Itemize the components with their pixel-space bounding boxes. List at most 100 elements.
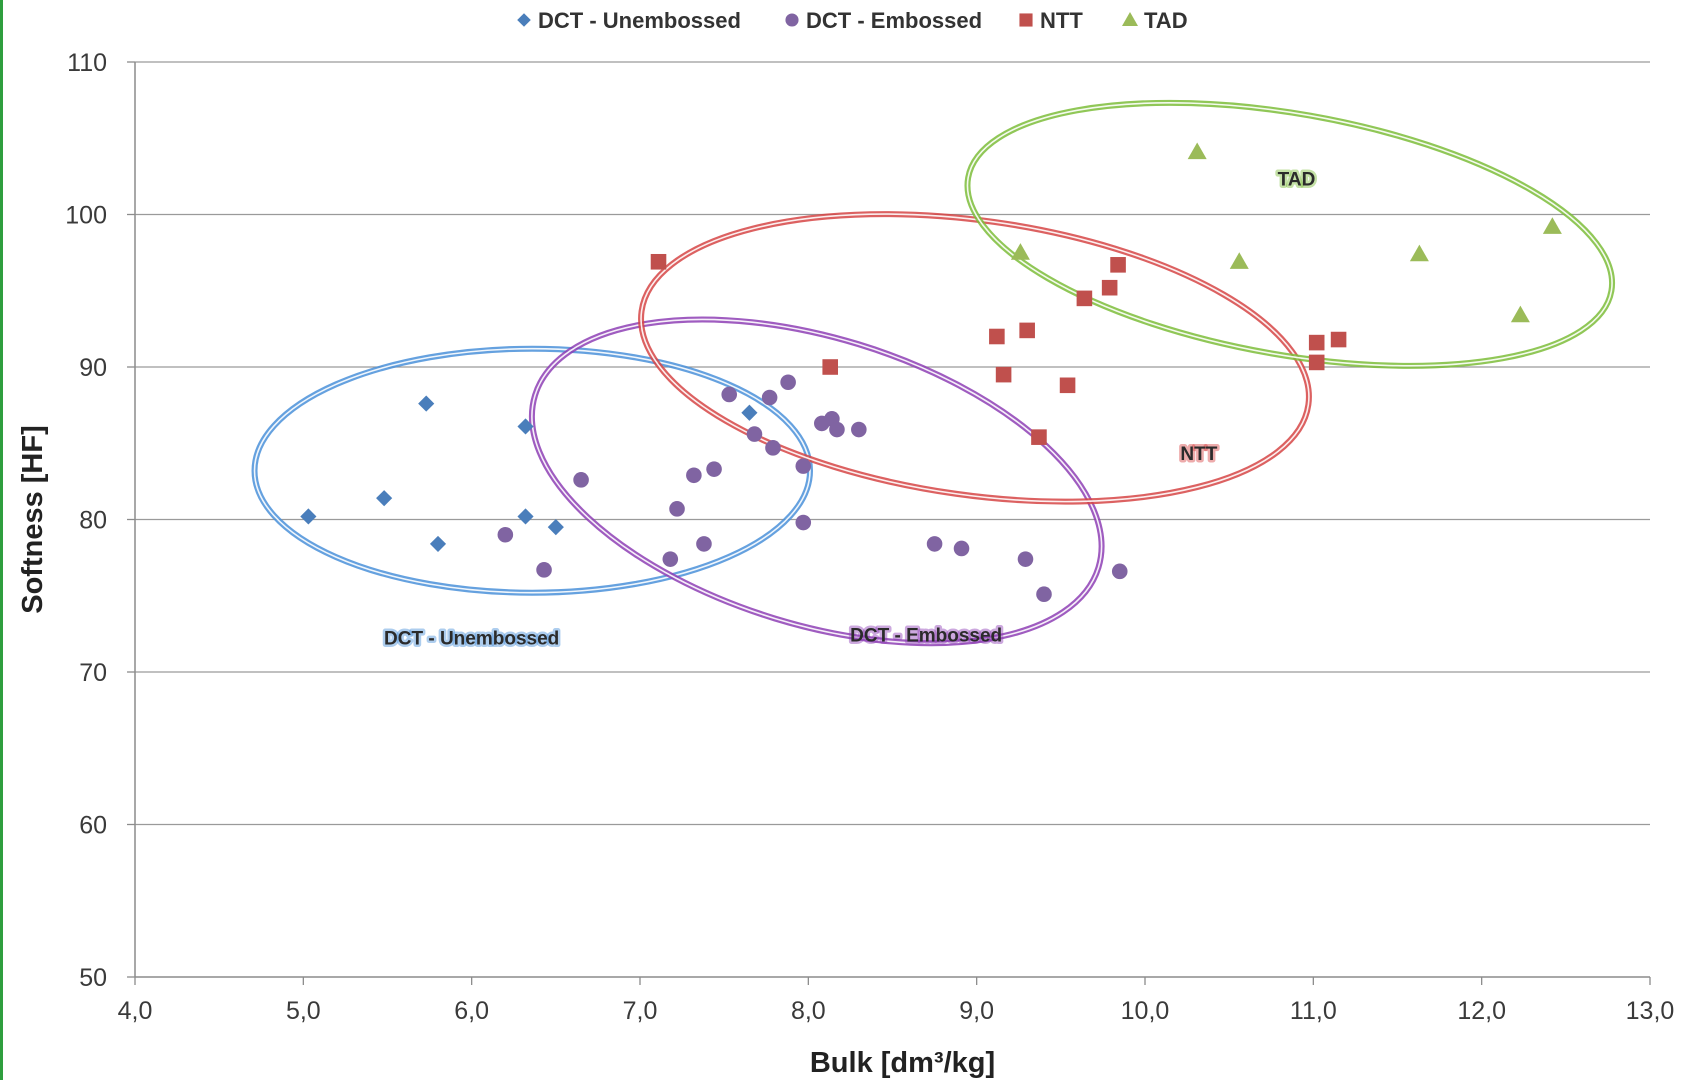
- data-point: [517, 418, 534, 435]
- data-point: [376, 490, 393, 507]
- cluster-ellipse: [251, 345, 814, 596]
- axes: 50 60 70 80 90 100 110 4,0 5,0 6,0 7,0 8,0 9,0 10,0 11…: [65, 49, 1674, 1025]
- cluster-label: NTT: [1180, 444, 1217, 465]
- y-axis-title: Softness [HF]: [17, 425, 49, 614]
- data-point: [669, 501, 685, 517]
- y-tick-label: 60: [79, 812, 107, 840]
- data-point: [1031, 429, 1047, 445]
- data-point: [706, 461, 722, 477]
- x-tick-label: 12,0: [1457, 997, 1506, 1025]
- x-tick-label: 7,0: [623, 997, 658, 1025]
- cluster-ellipse-highlight: [531, 318, 1103, 645]
- data-point: [1308, 354, 1325, 371]
- legend-label: DCT - Embossed: [806, 8, 982, 33]
- data-point: [1330, 331, 1347, 348]
- legend-label: DCT - Unembossed: [538, 8, 741, 33]
- legend-item: NTT: [1019, 8, 1083, 33]
- y-tick-label: 70: [79, 659, 107, 687]
- legend-marker: [1122, 12, 1138, 26]
- data-point: [1076, 290, 1093, 307]
- cluster-ellipse-highlight: [966, 102, 1613, 367]
- cluster-ellipse-highlight: [640, 213, 1310, 503]
- data-point: [1229, 252, 1249, 269]
- y-tick-label: 110: [67, 49, 107, 77]
- cluster-ellipse: [528, 316, 1105, 647]
- x-tick-label: 13,0: [1626, 997, 1675, 1025]
- legend-item: DCT - Unembossed: [517, 8, 741, 33]
- cluster-label: DCT - Unembossed: [384, 629, 559, 650]
- data-point: [1010, 243, 1030, 260]
- data-point: [1308, 334, 1325, 351]
- data-point: [1111, 563, 1128, 580]
- data-point: [536, 562, 552, 578]
- y-tick-label: 100: [65, 202, 107, 230]
- x-tick-label: 8,0: [791, 997, 826, 1025]
- data-point: [953, 540, 970, 557]
- data-point: [1510, 305, 1530, 323]
- data-point: [741, 404, 758, 421]
- series-ntt: [650, 253, 1347, 445]
- data-point: [1036, 586, 1052, 603]
- cluster-label-glow: NTT: [1180, 444, 1217, 465]
- legend: DCT - Unembossed DCT - Embossed NTT TAD: [517, 8, 1188, 33]
- cluster-label-glow: DCT - Embossed: [850, 626, 1002, 647]
- data-point: [497, 526, 514, 543]
- data-point: [429, 535, 447, 552]
- data-point: [721, 386, 738, 403]
- data-point: [829, 421, 845, 438]
- data-point: [1101, 279, 1118, 296]
- legend-marker: [1019, 13, 1033, 27]
- data-point: [795, 458, 812, 474]
- y-tick-label: 90: [79, 354, 107, 382]
- x-tick-label: 4,0: [118, 997, 153, 1025]
- data-point: [780, 374, 796, 391]
- legend-marker: [517, 13, 531, 27]
- data-point: [761, 389, 778, 406]
- data-point: [989, 328, 1005, 345]
- data-point: [1059, 377, 1076, 394]
- data-point: [765, 440, 781, 456]
- x-tick-label: 10,0: [1121, 997, 1170, 1025]
- series-tad: [1010, 142, 1562, 323]
- grid-lines: [135, 61, 1650, 826]
- y-tick-label: 80: [79, 507, 107, 535]
- data-point: [662, 551, 679, 567]
- y-tick-label: 50: [79, 964, 107, 992]
- data-point: [547, 519, 564, 536]
- legend-label: NTT: [1040, 8, 1083, 33]
- cluster-label-glow: DCT - Unembossed: [384, 629, 559, 650]
- data-point: [926, 536, 943, 552]
- data-point: [822, 359, 839, 375]
- data-point: [1017, 551, 1034, 567]
- cluster-label: DCT - Embossed: [850, 626, 1002, 647]
- x-tick-label: 5,0: [286, 997, 321, 1025]
- data-point: [1542, 217, 1562, 234]
- series-dct-unembossed: [300, 395, 758, 552]
- data-point: [573, 472, 589, 488]
- left-accent-bar: [0, 0, 3, 1080]
- cluster-label-glow: TAD: [1278, 170, 1316, 191]
- cluster-ellipse-highlight: [253, 347, 811, 594]
- data-point: [1409, 244, 1429, 262]
- data-point: [650, 253, 667, 270]
- data-point: [418, 395, 435, 412]
- data-point: [995, 366, 1012, 383]
- legend-label: TAD: [1144, 8, 1188, 33]
- legend-item: DCT - Embossed: [785, 8, 982, 33]
- x-tick-label: 9,0: [959, 997, 994, 1025]
- data-point: [696, 536, 712, 552]
- cluster-label: TAD: [1278, 170, 1316, 191]
- cluster-ellipse: [638, 211, 1312, 505]
- data-point: [795, 514, 812, 531]
- data-point: [746, 426, 763, 442]
- data-point: [300, 508, 317, 525]
- data-point: [686, 467, 702, 484]
- data-points: [300, 142, 1562, 603]
- legend-marker: [785, 13, 799, 27]
- data-point: [851, 421, 867, 438]
- series-dct-embossed: [497, 374, 1128, 603]
- data-point: [1019, 322, 1035, 339]
- x-tick-label: 11,0: [1290, 997, 1337, 1025]
